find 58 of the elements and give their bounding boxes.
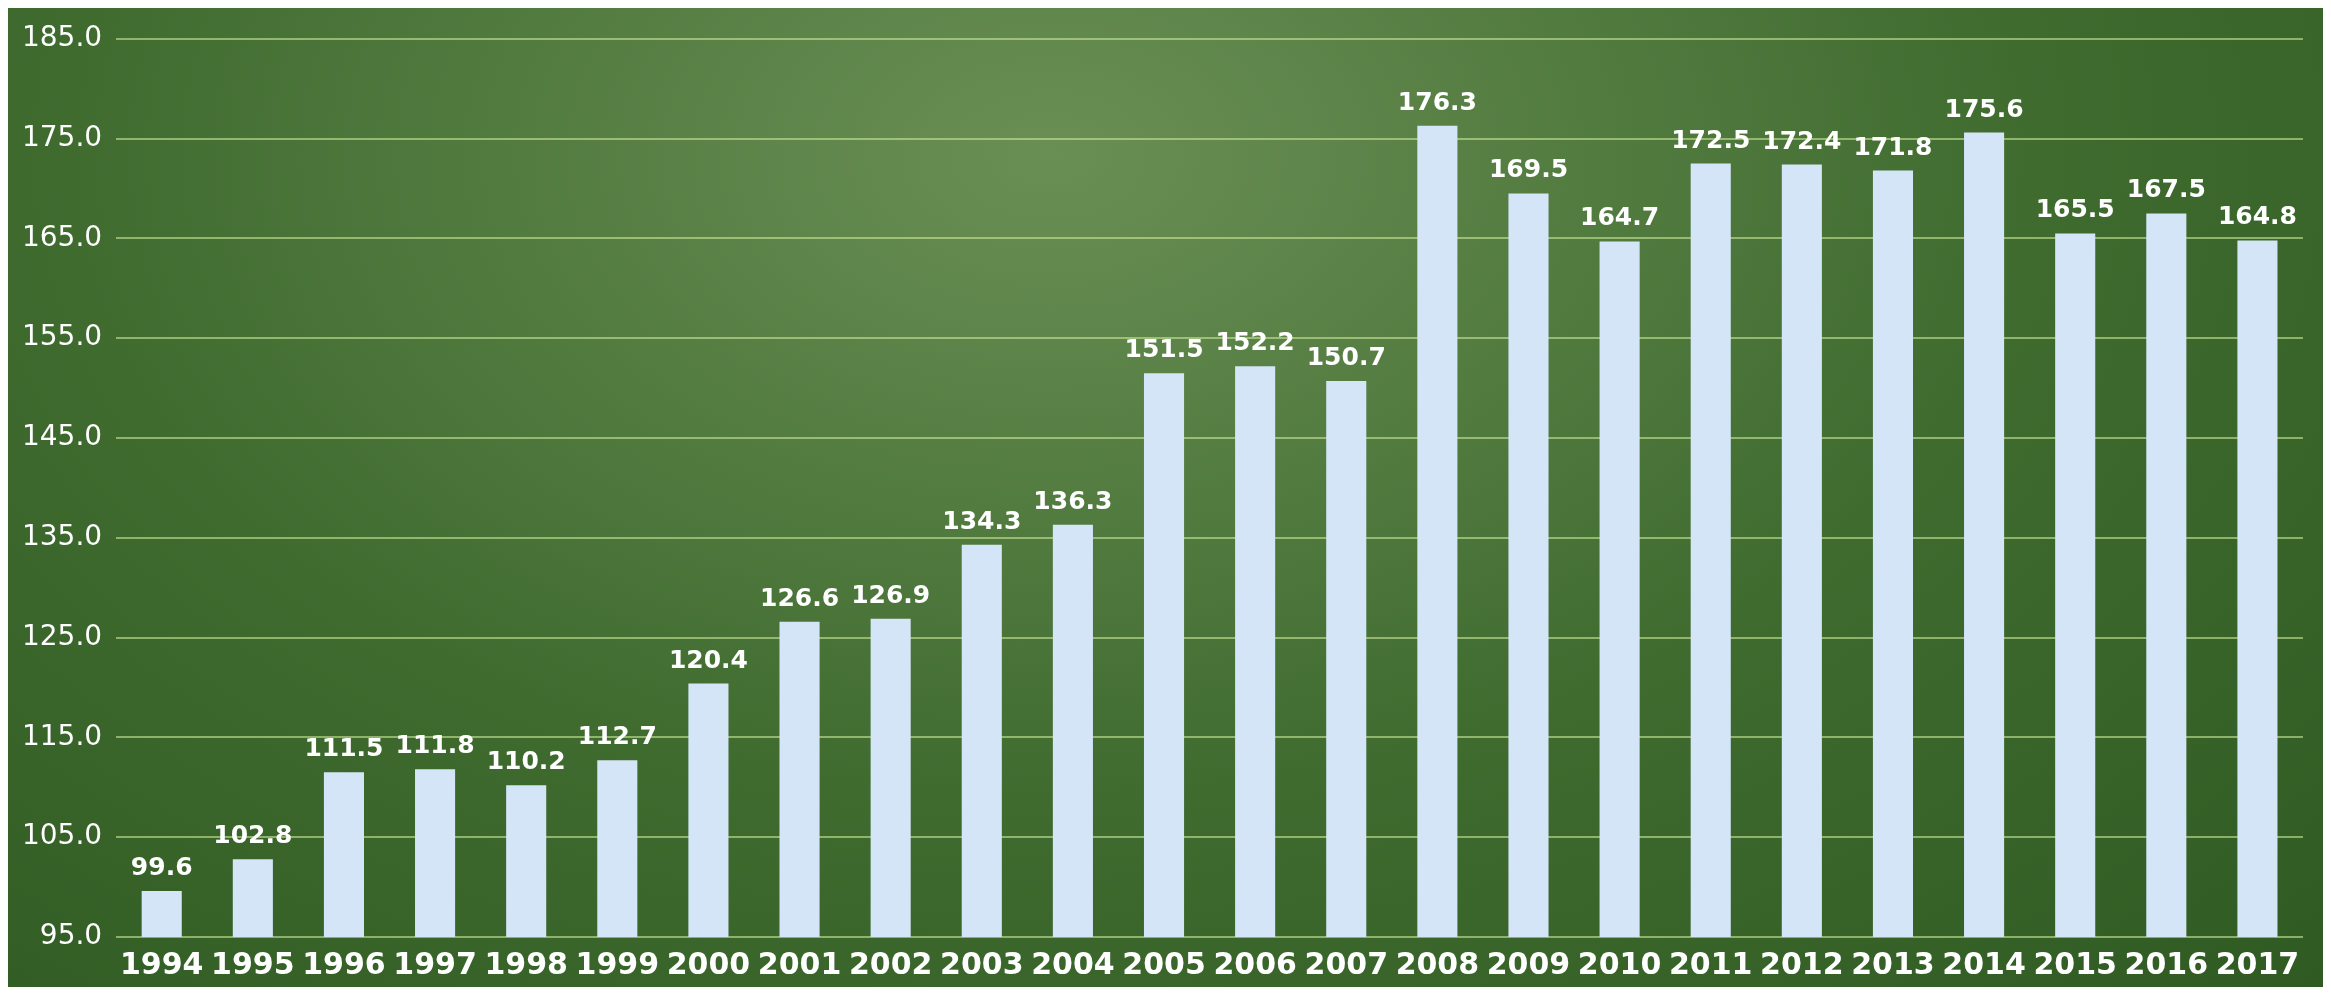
data-label: 176.3: [1397, 86, 1477, 116]
x-tick-label: 2014: [1942, 945, 2026, 981]
x-tick-label: 2008: [1395, 945, 1480, 981]
x-tick-label: 2004: [1031, 945, 1115, 981]
data-label: 111.5: [304, 733, 384, 763]
y-tick-label: 95.0: [39, 918, 103, 952]
y-tick-label: 105.0: [21, 818, 103, 852]
y-tick-label: 145.0: [21, 419, 103, 453]
x-tick-label: 1997: [393, 945, 477, 981]
x-tick-label: 1995: [211, 945, 295, 981]
data-label: 134.3: [942, 505, 1022, 535]
data-label: 151.5: [1124, 334, 1204, 364]
data-label: 175.6: [1944, 93, 2024, 123]
y-tick-label: 125.0: [21, 618, 103, 652]
data-label: 172.4: [1762, 125, 1842, 155]
data-label: 110.2: [486, 746, 566, 776]
data-label: 172.5: [1671, 124, 1751, 154]
x-tick-label: 1994: [119, 945, 204, 981]
y-tick-label: 135.0: [21, 519, 103, 553]
y-tick-label: 175.0: [21, 119, 103, 153]
data-label: 126.9: [851, 579, 931, 609]
x-tick-label: 2015: [2033, 945, 2117, 981]
y-tick-label: 115.0: [21, 718, 103, 752]
x-tick-label: 2005: [1122, 945, 1206, 981]
x-tick-label: 2002: [848, 945, 933, 981]
x-tick-label: 1996: [302, 945, 386, 981]
data-label: 126.6: [760, 582, 840, 612]
x-tick-label: 2010: [1577, 945, 1662, 981]
data-label: 136.3: [1033, 485, 1113, 515]
y-tick-label: 165.0: [21, 219, 103, 253]
data-label: 102.8: [213, 820, 293, 850]
data-label: 112.7: [577, 721, 657, 751]
x-tick-label: 1999: [575, 945, 660, 981]
x-tick-label: 2016: [2124, 945, 2209, 981]
data-label: 120.4: [668, 644, 748, 674]
data-label: 150.7: [1306, 342, 1386, 372]
y-tick-label: 185.0: [21, 20, 103, 54]
data-label: 164.7: [1580, 202, 1660, 232]
x-tick-label: 2003: [940, 945, 1024, 981]
x-tick-label: 2001: [757, 945, 842, 981]
data-label: 169.5: [1488, 154, 1569, 184]
data-label: 164.8: [2217, 201, 2297, 231]
data-label: 165.5: [2035, 194, 2115, 224]
x-tick-label: 2006: [1213, 945, 1297, 981]
x-tick-label: 2000: [666, 945, 751, 981]
x-tick-label: 2017: [2215, 945, 2300, 981]
x-tick-label: 2007: [1304, 945, 1389, 981]
x-tick-label: 1998: [484, 945, 568, 981]
x-tick-label: 2009: [1486, 945, 1571, 981]
data-label: 171.8: [1853, 131, 1933, 161]
data-label: 111.8: [395, 730, 475, 760]
data-label: 99.6: [130, 852, 193, 882]
y-tick-label: 155.0: [21, 319, 103, 353]
x-tick-label: 2012: [1760, 945, 1844, 981]
x-tick-label: 2011: [1668, 945, 1753, 981]
data-label: 152.2: [1215, 327, 1295, 357]
x-tick-label: 2013: [1851, 945, 1935, 981]
data-label: 167.5: [2126, 174, 2206, 204]
